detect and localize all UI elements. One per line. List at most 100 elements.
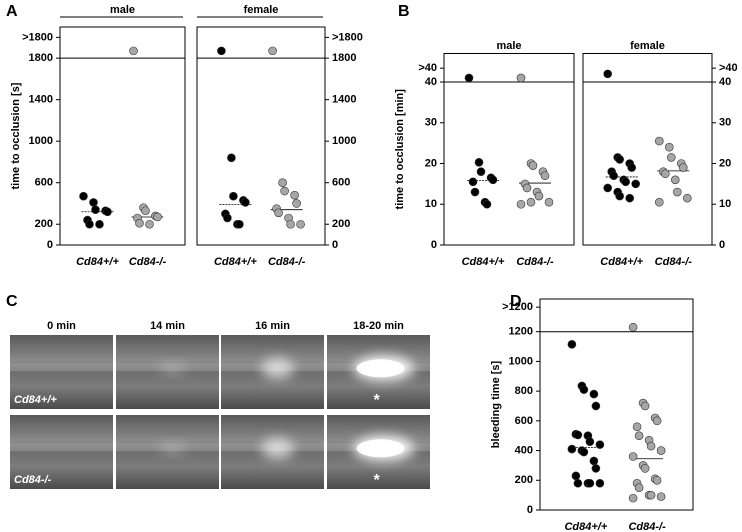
data-point (654, 197, 664, 207)
y-tick-label: 0 (332, 239, 338, 251)
data-point (628, 322, 638, 332)
data-point (129, 46, 138, 56)
data-point (634, 431, 644, 441)
data-point (652, 475, 662, 485)
data-point (628, 493, 638, 503)
data-point (235, 219, 244, 229)
data-point (666, 153, 676, 162)
y-tick-label: 1800 (332, 52, 356, 64)
data-point (670, 175, 680, 185)
data-point (522, 183, 532, 193)
row-label: Cd84+/+ (14, 394, 57, 406)
y-tick-label: 0 (47, 239, 53, 251)
data-point (526, 197, 536, 207)
y-tick-label: 800 (515, 385, 533, 397)
plot-frame (539, 298, 694, 511)
thrombus-glow (261, 438, 294, 459)
data-point (482, 199, 492, 209)
panel-label: B (398, 3, 410, 20)
y-axis-label: time to occlusion [min] (394, 89, 406, 210)
data-point (516, 199, 526, 209)
data-point (91, 205, 100, 215)
thrombus-glow (158, 442, 187, 455)
y-tick-label: 0 (527, 504, 533, 516)
x-tick-label: Cd84-/- (628, 521, 666, 532)
data-point (585, 437, 595, 446)
data-point (609, 171, 619, 181)
y-tick-label: >1200 (502, 301, 533, 313)
x-tick-label: Cd84+/+ (462, 256, 505, 268)
panel-label: A (6, 3, 18, 20)
data-point (229, 191, 238, 201)
data-point (280, 186, 289, 196)
y-tick-label: 1000 (29, 135, 53, 147)
data-point (628, 452, 638, 461)
thrombus-core (356, 359, 405, 378)
y-tick-label: >40 (418, 62, 437, 74)
data-point (286, 219, 295, 229)
data-point (682, 193, 692, 203)
data-point (615, 191, 625, 201)
data-point (476, 167, 486, 176)
data-point (646, 441, 656, 451)
y-tick-label: 600 (515, 415, 533, 427)
y-tick-label: 40 (425, 76, 437, 88)
y-tick-label: 200 (332, 218, 350, 230)
data-point (540, 171, 550, 181)
data-point (589, 389, 599, 399)
y-tick-label: 0 (431, 239, 437, 251)
vessel-band (10, 443, 113, 452)
row-label: Cd84-/- (14, 474, 52, 486)
data-point (654, 136, 664, 146)
x-tick-label: Cd84-/- (655, 256, 693, 268)
subplot-title: female (244, 4, 279, 16)
y-tick-label: 400 (515, 444, 533, 456)
data-point (627, 163, 637, 172)
data-point (664, 142, 674, 152)
y-axis-label: time to occlusion [s] (10, 82, 22, 189)
data-point (89, 198, 98, 207)
data-point (135, 218, 144, 228)
y-tick-label: 1800 (29, 52, 53, 64)
data-point (528, 161, 538, 170)
data-point (103, 207, 112, 217)
data-point (488, 175, 498, 185)
y-tick-label: 0 (719, 239, 725, 251)
data-point (591, 464, 601, 473)
data-point (656, 446, 666, 455)
image-tile (10, 415, 113, 489)
data-point (464, 73, 474, 83)
data-point (227, 153, 236, 163)
data-point (579, 385, 589, 394)
data-point (631, 179, 641, 189)
data-point (640, 464, 650, 473)
panel-label: D (510, 293, 522, 310)
y-tick-label: 600 (332, 177, 350, 189)
data-point (625, 193, 635, 203)
data-point (573, 478, 583, 488)
plot-frame (582, 53, 713, 246)
x-tick-label: Cd84+/+ (564, 521, 607, 532)
data-point (141, 206, 150, 216)
data-point (223, 213, 232, 223)
data-point (567, 340, 577, 349)
y-tick-label: 20 (425, 157, 437, 169)
data-point (573, 430, 583, 440)
plot-frame (196, 26, 326, 246)
data-point (652, 416, 662, 426)
data-point (544, 197, 554, 207)
data-point (660, 169, 670, 178)
panel-label: C (6, 293, 18, 310)
data-point (640, 401, 650, 411)
data-point (290, 190, 299, 200)
data-point (591, 401, 601, 411)
data-point (268, 46, 277, 56)
column-header: 14 min (150, 320, 185, 332)
column-header: 16 min (255, 320, 290, 332)
data-point (534, 191, 544, 201)
data-point (85, 219, 94, 229)
y-tick-label: 1000 (509, 355, 533, 367)
x-tick-label: Cd84+/+ (76, 256, 119, 268)
data-point (474, 157, 484, 167)
